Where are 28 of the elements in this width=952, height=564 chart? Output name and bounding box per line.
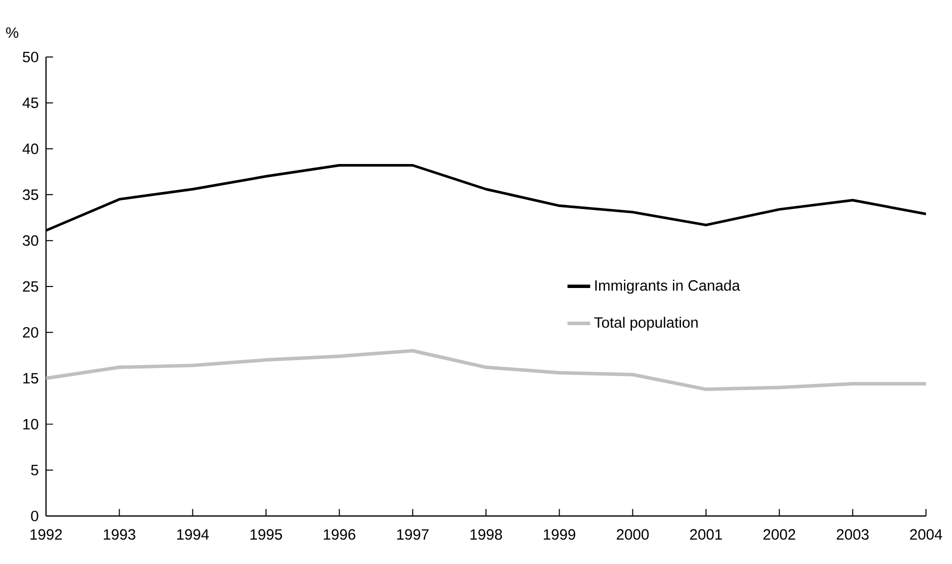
x-tick-label: 1998: [470, 529, 502, 540]
x-tick-label: 1999: [544, 529, 576, 540]
y-tick-label: 15: [23, 373, 38, 384]
y-tick-label: 45: [22, 98, 38, 108]
x-tick-label: 2004: [910, 529, 942, 540]
y-tick-label: 50: [22, 52, 38, 62]
x-tick-label: 2002: [763, 529, 796, 540]
y-tick-label: 0: [31, 510, 38, 522]
x-tick-label: 2000: [616, 529, 649, 540]
x-tick-label: 1992: [30, 529, 62, 540]
y-tick-label: 25: [22, 281, 38, 292]
y-tick-label: 5: [31, 464, 38, 476]
y-axis-title: %: [6, 27, 18, 38]
y-tick-label: 35: [22, 189, 38, 200]
y-tick-label: 20: [22, 327, 38, 338]
x-tick-label: 1993: [104, 529, 136, 540]
x-tick-label: 1996: [324, 529, 356, 540]
legend-label: Total population: [594, 316, 698, 331]
x-tick-label: 2001: [690, 529, 722, 540]
x-tick-label: 1994: [177, 529, 209, 540]
line-series: [46, 349, 926, 392]
y-tick-label: 30: [22, 235, 38, 246]
x-tick-label: 1995: [250, 529, 282, 540]
y-tick-label: 40: [22, 143, 38, 154]
y-tick-label: 10: [23, 418, 38, 430]
x-tick-label: 2003: [836, 529, 869, 540]
legend-label: Immigrants in Canada: [595, 280, 740, 294]
x-tick-label: 1997: [397, 529, 429, 540]
